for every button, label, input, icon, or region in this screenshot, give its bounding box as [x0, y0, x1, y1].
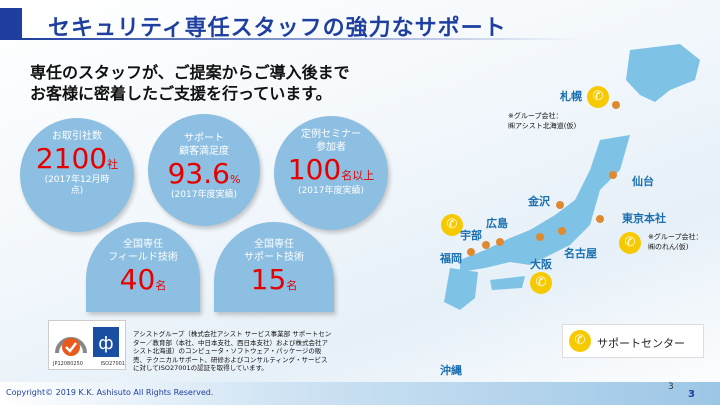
japan-map	[444, 44, 700, 310]
page-number: 3	[688, 389, 695, 400]
stat-label: 参加者	[316, 142, 346, 153]
stat-value: 93.6	[167, 157, 230, 190]
note-line: ※グループ会社：	[508, 112, 563, 120]
city-fukuoka: 福岡	[440, 252, 462, 265]
lead-line: お客様に密着したご支援を行っています。	[30, 84, 332, 103]
legend-label: サポートセンター	[597, 337, 685, 350]
certification-logos: ф JP12080250 ISO27001	[48, 320, 126, 370]
stat-support-engineers: 全国専任 サポート技術 15名	[214, 222, 334, 312]
phone-icon: ✆	[569, 330, 591, 352]
stat-note: (2017年度実績)	[298, 186, 364, 196]
note-line: ㈱のれん(仮)	[648, 243, 689, 251]
header-accent-bar	[0, 8, 22, 40]
note-line: ㈱アシスト北海道(仮)	[508, 122, 577, 130]
stat-unit: 名	[286, 279, 298, 292]
lead-line: 専任のスタッフが、ご提案からご導入後まで	[30, 63, 350, 82]
stat-label: 定例セミナー	[301, 129, 361, 140]
stat-value: 15	[250, 263, 287, 296]
stat-unit: 名	[155, 279, 167, 292]
stat-value: 40	[119, 263, 156, 296]
phone-icon: ✆	[530, 272, 552, 294]
stat-label: サポート	[184, 133, 224, 144]
note-line: ※グループ会社：	[648, 233, 703, 241]
stat-unit: %	[229, 173, 241, 186]
city-tokyo: 東京本社	[622, 212, 666, 225]
city-nagoya: 名古屋	[564, 247, 597, 260]
stat-field-engineers: 全国専任 フィールド技術 40名	[86, 222, 200, 312]
footer	[0, 382, 720, 405]
certification-text: アシストグループ（株式会社アシスト サービス事業部 サポートセンター／教育部（本…	[133, 330, 332, 372]
stat-label: お取引社数	[52, 131, 102, 142]
svg-text:ф: ф	[98, 333, 113, 354]
stat-note: (2017年12月時	[44, 175, 110, 185]
stat-value: 2100	[35, 142, 108, 175]
stat-value: 100	[287, 153, 342, 186]
city-okinawa: 沖縄	[440, 364, 462, 377]
group-note-hokkaido: ※グループ会社： ㈱アシスト北海道(仮)	[508, 111, 576, 131]
legend-support-center: ✆ サポートセンター	[562, 324, 704, 358]
stat-unit: 社	[107, 158, 119, 171]
sgs-logo-icon: ф	[55, 327, 119, 357]
stat-clients: お取引社数 2100社 (2017年12月時 点)	[20, 118, 134, 232]
copyright: Copyright© 2019 K.K. Ashisuto All Rights…	[6, 388, 214, 397]
group-note-tokyo: ※グループ会社： ㈱のれん(仮)	[648, 232, 702, 252]
lead-text: 専任のスタッフが、ご提案からご導入後まで お客様に密着したご支援を行っています。	[30, 62, 350, 104]
stat-note: 点)	[70, 186, 84, 196]
city-sapporo: 札幌	[560, 90, 582, 103]
city-sendai: 仙台	[632, 175, 654, 188]
header-underline	[22, 38, 582, 40]
stat-label: 全国専任	[123, 239, 163, 250]
phone-icon: ✆	[619, 232, 641, 254]
phone-icon: ✆	[587, 86, 609, 108]
stat-label: 顧客満足度	[179, 146, 229, 157]
city-osaka: 大阪	[530, 258, 552, 271]
city-kanazawa: 金沢	[528, 195, 550, 208]
stat-label: 全国専任	[254, 239, 294, 250]
stat-satisfaction: サポート 顧客満足度 93.6% (2017年度実績)	[148, 114, 260, 226]
stat-label: フィールド技術	[108, 252, 178, 263]
phone-icon: ✆	[441, 214, 463, 236]
city-hiroshima: 広島	[486, 217, 508, 230]
page-title: セキュリティ専任スタッフの強力なサポート	[48, 16, 507, 41]
page-number-small: 3	[668, 382, 674, 392]
stat-seminar: 定例セミナー 参加者 100名以上 (2017年度実績)	[274, 116, 388, 230]
stat-label: サポート技術	[244, 252, 304, 263]
city-ube: 宇部	[460, 229, 482, 242]
stat-unit: 名以上	[341, 169, 375, 182]
cert-code: JP12080250	[53, 361, 83, 367]
stat-note: (2017年度実績)	[171, 190, 237, 200]
cert-code: ISO27001	[100, 361, 126, 367]
